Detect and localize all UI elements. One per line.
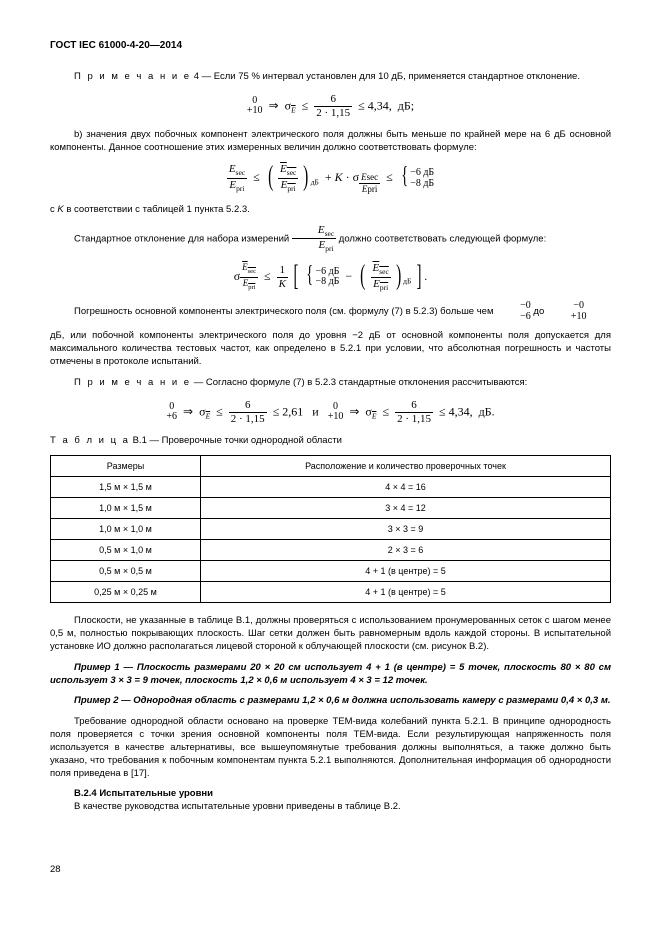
doc-header: ГОСТ IEC 61000-4-20—2014 [50, 40, 611, 51]
table-b1: Размеры Расположение и количество провер… [50, 455, 611, 603]
para-b24: В качестве руководства испытательные уро… [50, 801, 611, 814]
para-b: b) значения двух побочных компонент элек… [50, 129, 611, 155]
note-rest: 4 — Если 75 % интервал установлен для 10… [191, 71, 580, 82]
col-points: Расположение и количество проверочных то… [200, 456, 610, 477]
col-sizes: Размеры [51, 456, 201, 477]
formula-2: Esec Epri ≤ ( Esec Epri )дБ + K · σEsecE… [50, 164, 611, 193]
table-row: 0,5 м × 0,5 м4 + 1 (в центре) = 5 [51, 561, 611, 582]
note-lead-2: П р и м е ч а н и е [74, 377, 191, 388]
para-err2: дБ, или побочной компоненты электрическо… [50, 330, 611, 368]
table-row: 1,5 м × 1,5 м4 × 4 = 16 [51, 477, 611, 498]
para-err1: Погрешность основной компоненты электрич… [50, 301, 611, 322]
table-row: 0,5 м × 1,0 м2 × 3 = 6 [51, 540, 611, 561]
example-1: Пример 1 — Плоскость размерами 20 × 20 с… [50, 662, 611, 688]
page-number: 28 [50, 864, 611, 875]
para-req: Требование однородной области основано н… [50, 716, 611, 780]
example-2: Пример 2 — Однородная область с размерам… [50, 695, 611, 708]
note-4: П р и м е ч а н и е 4 — Если 75 % интерв… [50, 71, 611, 84]
table-row: 0,25 м × 0,25 м4 + 1 (в центре) = 5 [51, 582, 611, 603]
note-lead: П р и м е ч а н и е [74, 71, 191, 82]
para-std: Стандартное отклонение для набора измере… [50, 225, 611, 253]
note-rest-2: — Согласно формуле (7) в 5.2.3 стандартн… [191, 377, 527, 388]
heading-b24: B.2.4 Испытательные уровни [50, 788, 611, 801]
table-header-row: Размеры Расположение и количество провер… [51, 456, 611, 477]
para-plane: Плоскости, не указанные в таблице B.1, д… [50, 615, 611, 653]
table-row: 1,0 м × 1,5 м3 × 4 = 12 [51, 498, 611, 519]
formula-4: 0+6 ⇒ σE ≤ 62 · 1,15 ≤ 2,61 и 0+10 ⇒ σE … [50, 400, 611, 425]
table-caption-lead: Т а б л и ц а [50, 435, 130, 446]
note-a: П р и м е ч а н и е — Согласно формуле (… [50, 377, 611, 390]
table-caption-rest: B.1 — Проверочные точки однородной облас… [130, 435, 342, 446]
formula-1: 0+10 ⇒ σE ≤ 62 · 1,15 ≤ 4,34, дБ; [50, 94, 611, 119]
para-k: с K в соответствии с таблицей 1 пункта 5… [50, 204, 611, 217]
table-row: 1,0 м × 1,0 м3 × 3 = 9 [51, 519, 611, 540]
table-caption: Т а б л и ц а B.1 — Проверочные точки од… [50, 435, 611, 448]
formula-3: σEsecEpri ≤ 1K [ {−6 дБ−8 дБ − ( Esec Ep… [50, 263, 611, 291]
